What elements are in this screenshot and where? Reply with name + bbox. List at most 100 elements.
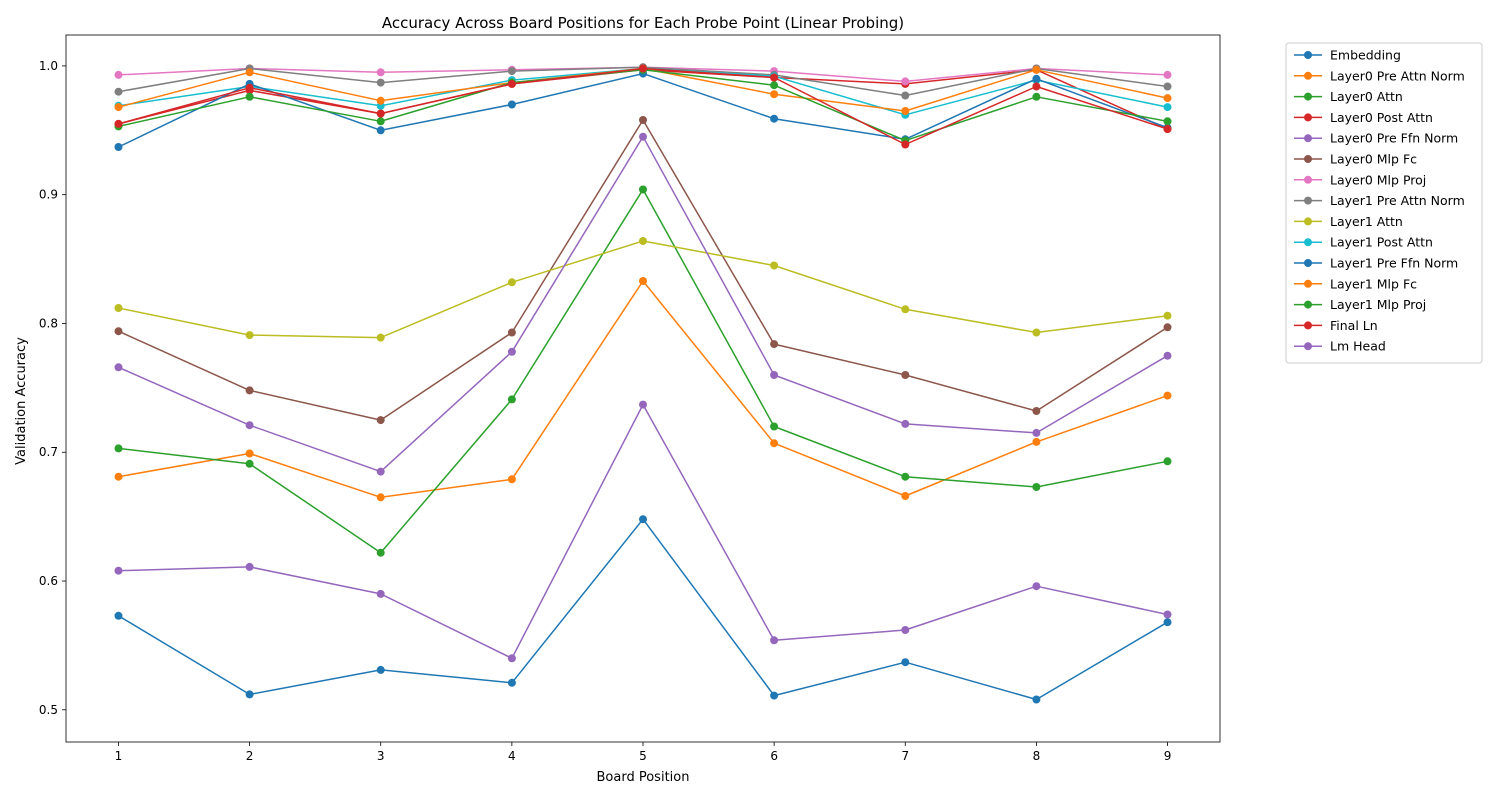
x-tick-label: 5 [639, 749, 647, 763]
data-point [376, 109, 385, 118]
legend-marker [1304, 217, 1312, 226]
series-6 [114, 116, 1172, 425]
data-point [1032, 483, 1041, 491]
data-point [376, 333, 385, 342]
axes: 1 2 3 4 5 6 7 8 9 0.5 0.6 0.7 0.8 0.9 1.0 [39, 34, 1221, 763]
plot-area [114, 63, 1172, 704]
legend-marker [1304, 279, 1312, 288]
data-point [245, 92, 254, 101]
legend-entry: Layer1 Mlp Proj [1294, 297, 1426, 312]
data-point [507, 67, 516, 76]
data-point [507, 475, 516, 484]
data-point [376, 96, 385, 105]
data-point [639, 400, 647, 409]
legend-label: Layer0 Pre Ffn Norm [1330, 131, 1458, 146]
data-point [770, 114, 779, 123]
data-point [901, 626, 910, 634]
legend-marker [1304, 134, 1312, 143]
data-point [1163, 618, 1172, 627]
series-line [118, 119, 1168, 421]
data-point [639, 515, 647, 524]
legend-entry: Layer1 Pre Attn Norm [1294, 193, 1465, 208]
data-point [507, 79, 516, 88]
series-3 [114, 185, 1172, 557]
data-point [901, 371, 910, 379]
data-point [114, 611, 123, 620]
data-point [770, 261, 779, 270]
data-point [901, 419, 910, 428]
legend-marker [1304, 71, 1312, 80]
data-point [901, 91, 910, 100]
legend-marker [1304, 113, 1312, 122]
data-point [507, 395, 516, 404]
legend-entry: Layer0 Pre Ffn Norm [1294, 131, 1458, 146]
data-point [901, 492, 910, 500]
series-line [118, 518, 1168, 701]
series-9 [114, 237, 1172, 342]
data-point [114, 472, 123, 481]
legend-label: Embedding [1330, 48, 1401, 63]
y-tick-label: 0.8 [39, 316, 58, 330]
y-tick-label: 0.7 [39, 445, 58, 459]
data-point [639, 64, 647, 73]
legend-label: Layer1 Pre Attn Norm [1330, 193, 1465, 208]
data-point [901, 107, 910, 115]
data-point [376, 68, 385, 77]
data-point [114, 119, 123, 128]
data-point [770, 691, 779, 700]
legend-marker [1304, 51, 1312, 59]
data-point [376, 126, 385, 135]
data-point [1032, 437, 1041, 446]
data-point [901, 140, 910, 149]
x-tick-label: 7 [901, 749, 909, 763]
legend-entry: Layer0 Mlp Proj [1294, 172, 1426, 187]
series-14 [114, 64, 1172, 149]
x-tick-label: 4 [508, 749, 516, 763]
data-point [770, 439, 779, 448]
x-tick-label: 1 [115, 749, 123, 763]
data-point [245, 331, 254, 340]
data-point [507, 328, 516, 337]
legend-label: Layer1 Attn [1330, 214, 1403, 229]
data-point [1163, 125, 1172, 133]
data-point [376, 117, 385, 126]
x-tick-label: 9 [1164, 749, 1172, 763]
series-line [118, 280, 1168, 499]
x-tick-label: 3 [377, 749, 385, 763]
data-point [1163, 391, 1172, 400]
legend-entry: Layer0 Attn [1294, 89, 1403, 104]
data-point [1032, 92, 1041, 101]
data-point [245, 690, 254, 699]
legend-entry: Embedding [1294, 48, 1401, 63]
y-axis-label: Validation Accuracy [14, 337, 29, 465]
legend-label: Final Ln [1330, 318, 1378, 333]
series-1 [114, 515, 1172, 704]
data-point [376, 589, 385, 598]
data-point [507, 678, 516, 687]
data-point [114, 103, 123, 112]
legend-entry: Layer1 Pre Ffn Norm [1294, 256, 1458, 271]
legend-entry: Layer0 Mlp Fc [1294, 152, 1417, 167]
data-point [901, 305, 910, 314]
x-tick-label: 8 [1033, 749, 1041, 763]
y-tick-label: 0.9 [39, 188, 58, 202]
data-point [114, 87, 123, 96]
data-point [639, 277, 647, 285]
data-point [114, 444, 123, 453]
series-2 [114, 277, 1172, 502]
data-point [376, 467, 385, 476]
data-point [639, 237, 647, 245]
legend-label: Layer0 Mlp Fc [1330, 152, 1417, 167]
legend-marker [1304, 238, 1312, 247]
data-point [1163, 82, 1172, 91]
data-point [639, 132, 647, 141]
y-tick-label: 0.6 [39, 574, 58, 588]
legend-marker [1304, 259, 1312, 267]
legend-marker [1304, 342, 1312, 351]
legend-label: Layer0 Post Attn [1330, 110, 1433, 125]
data-point [245, 449, 254, 458]
legend-box [1285, 42, 1483, 364]
data-point [1163, 610, 1172, 619]
data-point [1032, 428, 1041, 437]
data-point [376, 416, 385, 425]
